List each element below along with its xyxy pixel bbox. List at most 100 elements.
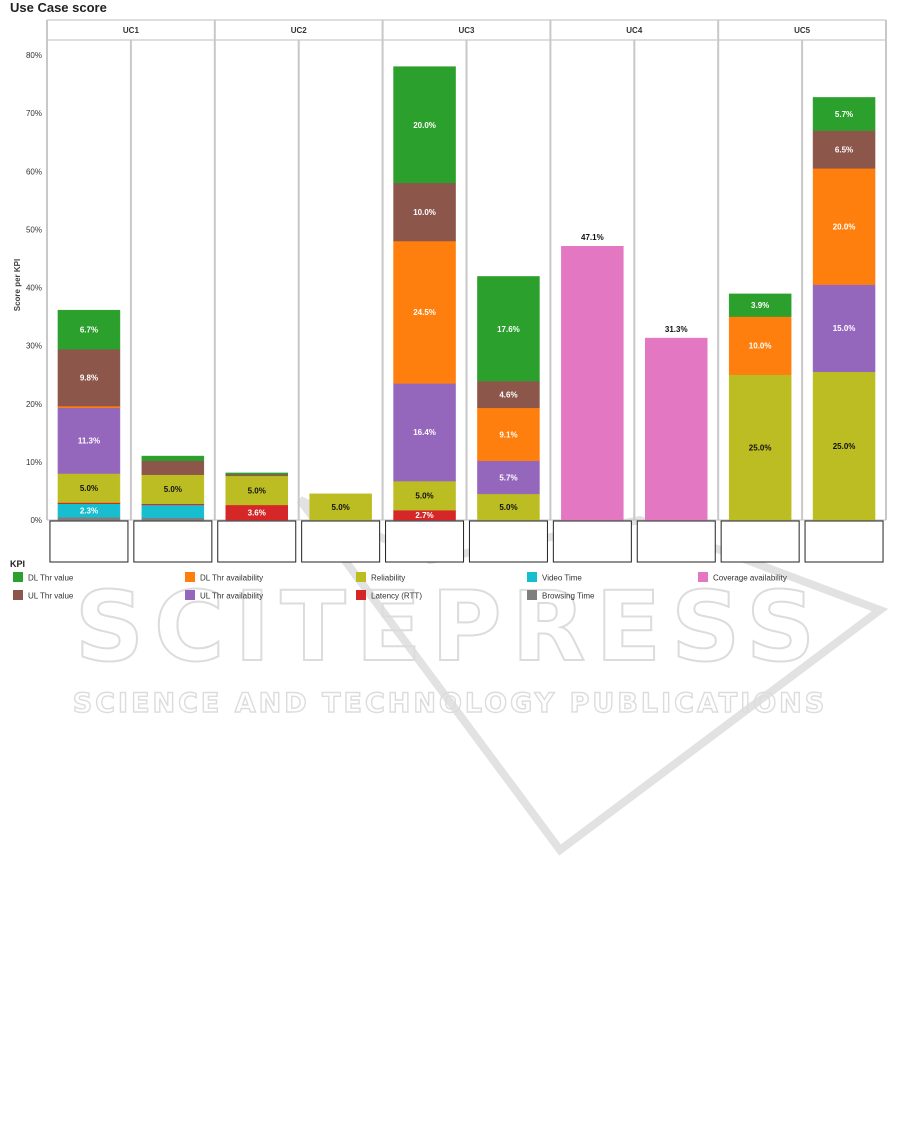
data-label: 4.6% [499, 390, 517, 399]
legend-label: UL Thr value [28, 592, 74, 601]
panel-label: UC4 [626, 26, 643, 35]
y-tick-label: 80% [26, 51, 42, 60]
data-label: 5.0% [80, 484, 98, 493]
data-label: 17.6% [497, 325, 520, 334]
legend-swatch [185, 590, 195, 600]
data-label: 5.7% [499, 473, 517, 482]
bar-segment [393, 182, 456, 242]
data-label: 31.3% [665, 325, 688, 334]
data-label: 5.0% [499, 503, 517, 512]
legend-swatch [13, 572, 23, 582]
bar-segment [728, 374, 792, 521]
bar-segment [477, 493, 540, 521]
bar-segment [141, 474, 205, 504]
data-label: 5.0% [248, 486, 266, 495]
watermark-title: SCITEPRESS [75, 571, 825, 683]
legend-label: Reliability [371, 574, 405, 583]
bars-group: 2.3% 5.0% 11.3% 9.8% 6.7% 5.0% 3.6% 5.0% 5.0% 2.7… [57, 66, 876, 521]
y-tick-label: 10% [26, 458, 42, 467]
y-tick-label: 50% [26, 225, 42, 234]
data-label: 11.3% [78, 437, 100, 446]
x-category-box [804, 520, 884, 563]
y-tick-label: 60% [26, 167, 42, 176]
legend-swatch [527, 590, 537, 600]
data-label: 3.6% [248, 508, 266, 517]
data-label: 5.0% [164, 485, 182, 494]
bar-segment [812, 371, 876, 521]
bar-segment [57, 309, 121, 350]
bar-segment [309, 493, 372, 521]
watermark-subtitle: SCIENCE AND TECHNOLOGY PUBLICATIONS [73, 688, 827, 719]
bar-segment [57, 348, 121, 407]
x-category-box [468, 520, 548, 563]
bar-segment [393, 66, 456, 184]
plot-frame: UC1 UC2 UC3 UC4 UC5 [46, 19, 887, 521]
legend-label: DL Thr value [28, 574, 74, 583]
x-category-box [636, 520, 716, 563]
legend-swatch [13, 590, 23, 600]
data-label: 25.0% [749, 443, 772, 452]
bar-segment [812, 168, 876, 285]
data-label: 9.1% [499, 430, 517, 439]
bar-segment [225, 473, 288, 477]
data-label: 6.7% [80, 326, 98, 335]
legend-swatch [698, 572, 708, 582]
bar-segment [141, 504, 205, 518]
bar-segment [57, 405, 121, 409]
bar-segment [141, 460, 205, 475]
bar-segment [393, 383, 456, 482]
panel-label: UC1 [123, 26, 140, 35]
data-label: 25.0% [833, 442, 856, 451]
x-category-box [49, 520, 129, 563]
bar-segment [141, 517, 205, 521]
legend-label: Video Time [542, 574, 582, 583]
data-label: 24.5% [413, 308, 436, 317]
bar-segment [477, 276, 540, 382]
y-tick-label: 40% [26, 284, 42, 293]
bar-segment [393, 240, 456, 384]
bar-segment [728, 293, 792, 317]
data-label: 2.7% [415, 511, 433, 520]
data-label: 20.0% [833, 222, 856, 231]
x-category-box [217, 520, 297, 563]
data-label: 5.7% [835, 110, 853, 119]
panel-label: UC3 [458, 26, 475, 35]
bar-segment [812, 97, 876, 131]
y-tick-label: 20% [26, 400, 42, 409]
data-label: 9.8% [80, 374, 98, 383]
data-label: 16.4% [413, 428, 436, 437]
data-label: 5.0% [332, 503, 350, 512]
publisher-watermark: SCITEPRESS SCIENCE AND TECHNOLOGY PUBLICA… [72, 496, 889, 856]
x-category-box [720, 520, 800, 563]
bar-segment [561, 245, 624, 521]
data-label: 47.1% [581, 233, 604, 242]
data-label: 10.0% [413, 208, 436, 217]
x-category-box [133, 520, 213, 563]
data-label: 5.0% [415, 492, 433, 501]
x-category-box [552, 520, 632, 563]
data-label: 15.0% [833, 324, 856, 333]
legend-swatch [356, 572, 366, 582]
y-axis-label: Score per KPI [13, 259, 22, 311]
legend-swatch [185, 572, 195, 582]
bar-segment [477, 460, 540, 495]
panel-label: UC5 [794, 26, 811, 35]
data-label: 10.0% [749, 342, 772, 351]
x-label-boxes [49, 520, 884, 563]
legend-swatch [356, 590, 366, 600]
bar-segment [477, 380, 540, 409]
bar-segment [57, 473, 121, 503]
chart-title: Use Case score [10, 0, 107, 15]
x-category-box [385, 520, 465, 563]
y-tick-label: 70% [26, 109, 42, 118]
legend-swatch [527, 572, 537, 582]
legend-label: Coverage availability [713, 574, 787, 583]
panel-label: UC2 [291, 26, 308, 35]
legend-label: Latency (RTT) [371, 592, 422, 601]
bar-segment [812, 130, 876, 169]
bar-segment [645, 337, 708, 521]
data-label: 2.3% [80, 506, 98, 515]
bar-segment [225, 472, 288, 475]
